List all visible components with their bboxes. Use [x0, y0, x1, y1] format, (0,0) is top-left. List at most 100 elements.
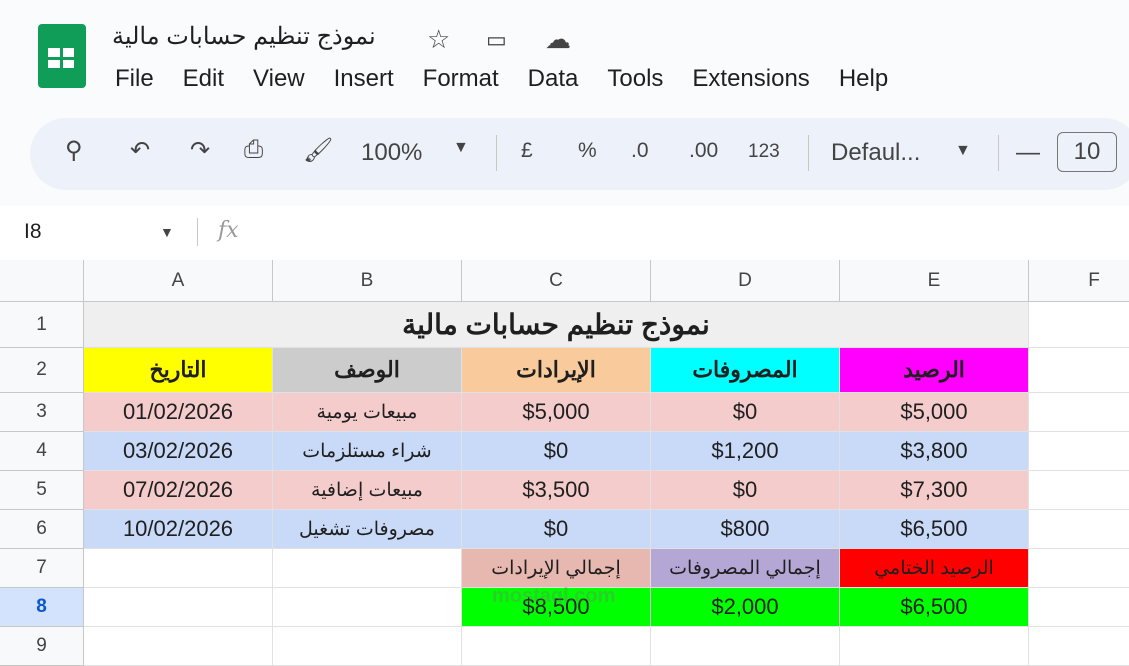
cell-C3[interactable]: $5,000: [462, 393, 651, 432]
font-dropdown-icon[interactable]: ▼: [955, 142, 971, 159]
cell-F5[interactable]: [1029, 471, 1129, 510]
cell-A4[interactable]: 03/02/2026: [84, 432, 273, 471]
cell-E6[interactable]: $6,500: [840, 510, 1029, 549]
increase-decimal-button[interactable]: .00: [689, 139, 719, 162]
sheet-title-cell[interactable]: نموذج تنظيم حسابات مالية: [84, 302, 1029, 348]
row-header-3[interactable]: 3: [0, 393, 84, 432]
row-header-9[interactable]: 9: [0, 627, 84, 666]
undo-icon[interactable]: ↶: [130, 137, 151, 164]
column-header-B[interactable]: B: [273, 260, 462, 302]
search-icon[interactable]: ⚲: [65, 137, 83, 164]
menu-format[interactable]: Format: [422, 65, 499, 92]
row-header-2[interactable]: 2: [0, 348, 84, 393]
cell-E7[interactable]: الرصيد الختامي: [840, 549, 1029, 588]
name-box-dropdown-icon[interactable]: ▼: [160, 224, 174, 240]
cell-F7[interactable]: [1029, 549, 1129, 588]
cell-A3[interactable]: 01/02/2026: [84, 393, 273, 432]
cell-A8[interactable]: [84, 588, 273, 627]
cell-C5[interactable]: $3,500: [462, 471, 651, 510]
menu-data[interactable]: Data: [527, 65, 579, 92]
cell-B5[interactable]: مبيعات إضافية: [273, 471, 462, 510]
formula-input[interactable]: [260, 214, 1120, 250]
column-header-E[interactable]: E: [840, 260, 1029, 302]
select-all-corner[interactable]: [0, 260, 84, 302]
zoom-dropdown-icon[interactable]: ▼: [453, 139, 469, 156]
cell-F6[interactable]: [1029, 510, 1129, 549]
row-header-4[interactable]: 4: [0, 432, 84, 471]
cell-F2[interactable]: [1029, 348, 1129, 393]
cell-D3[interactable]: $0: [651, 393, 840, 432]
font-select[interactable]: Defaul...: [831, 139, 921, 166]
cell-C8[interactable]: $8,500: [462, 588, 651, 627]
cell-E9[interactable]: [840, 627, 1029, 666]
currency-button[interactable]: £: [521, 139, 533, 162]
cell-C9[interactable]: [462, 627, 651, 666]
cell-D6[interactable]: $800: [651, 510, 840, 549]
cell-F3[interactable]: [1029, 393, 1129, 432]
cell-B6[interactable]: مصروفات تشغيل: [273, 510, 462, 549]
cell-D8[interactable]: $2,000: [651, 588, 840, 627]
cell-C4[interactable]: $0: [462, 432, 651, 471]
document-title[interactable]: نموذج تنظيم حسابات مالية: [112, 23, 376, 50]
cell-B7[interactable]: [273, 549, 462, 588]
cell-B3[interactable]: مبيعات يومية: [273, 393, 462, 432]
menu-view[interactable]: View: [253, 65, 305, 92]
redo-icon[interactable]: ↷: [190, 137, 211, 164]
cell-A6[interactable]: 10/02/2026: [84, 510, 273, 549]
cell-A9[interactable]: [84, 627, 273, 666]
row-header-6[interactable]: 6: [0, 510, 84, 549]
row-header-1[interactable]: 1: [0, 302, 84, 348]
cell-B9[interactable]: [273, 627, 462, 666]
move-folder-icon[interactable]: ▭: [486, 27, 507, 52]
menu-tools[interactable]: Tools: [607, 65, 664, 92]
cell-F1[interactable]: [1029, 302, 1129, 348]
star-icon[interactable]: ☆: [427, 24, 451, 54]
cell-D4[interactable]: $1,200: [651, 432, 840, 471]
number-format-button[interactable]: 123: [748, 141, 780, 162]
cell-E2[interactable]: الرصيد: [840, 348, 1029, 393]
cell-F9[interactable]: [1029, 627, 1129, 666]
paint-format-icon[interactable]: 🖌: [303, 137, 334, 164]
menu-extensions[interactable]: Extensions: [692, 65, 810, 92]
cell-F8[interactable]: [1029, 588, 1129, 627]
row-header-5[interactable]: 5: [0, 471, 84, 510]
cell-E5[interactable]: $7,300: [840, 471, 1029, 510]
decrease-decimal-button[interactable]: .0: [631, 139, 649, 162]
row-header-8[interactable]: 8: [0, 588, 84, 627]
row-header-7[interactable]: 7: [0, 549, 84, 588]
cell-D7[interactable]: إجمالي المصروفات: [651, 549, 840, 588]
cell-B4[interactable]: شراء مستلزمات: [273, 432, 462, 471]
cell-D5[interactable]: $0: [651, 471, 840, 510]
menu-file[interactable]: File: [115, 65, 154, 92]
percent-button[interactable]: %: [578, 139, 597, 162]
cell-F4[interactable]: [1029, 432, 1129, 471]
column-header-F[interactable]: F: [1029, 260, 1129, 302]
cell-C2[interactable]: الإيرادات: [462, 348, 651, 393]
cell-A7[interactable]: [84, 549, 273, 588]
cell-D2[interactable]: المصروفات: [651, 348, 840, 393]
sheets-logo[interactable]: [38, 24, 86, 88]
decrease-font-size-button[interactable]: —: [1016, 139, 1040, 166]
cell-C6[interactable]: $0: [462, 510, 651, 549]
cell-B2[interactable]: الوصف: [273, 348, 462, 393]
cell-A2[interactable]: التاريخ: [84, 348, 273, 393]
cell-E8[interactable]: $6,500: [840, 588, 1029, 627]
cell-C7[interactable]: إجمالي الإيرادات: [462, 549, 651, 588]
name-box[interactable]: I8: [24, 220, 42, 243]
column-header-C[interactable]: C: [462, 260, 651, 302]
cell-D9[interactable]: [651, 627, 840, 666]
column-header-D[interactable]: D: [651, 260, 840, 302]
font-size-input[interactable]: 10: [1057, 132, 1117, 172]
zoom-select[interactable]: 100%: [361, 139, 423, 166]
cell-B8[interactable]: [273, 588, 462, 627]
fx-icon: fx: [218, 218, 239, 243]
cloud-saved-icon[interactable]: ☁: [545, 24, 571, 54]
menu-edit[interactable]: Edit: [182, 65, 225, 92]
cell-E3[interactable]: $5,000: [840, 393, 1029, 432]
menu-insert[interactable]: Insert: [333, 65, 394, 92]
menu-help[interactable]: Help: [838, 65, 889, 92]
print-icon[interactable]: ⎙: [244, 136, 264, 163]
cell-E4[interactable]: $3,800: [840, 432, 1029, 471]
column-header-A[interactable]: A: [84, 260, 273, 302]
cell-A5[interactable]: 07/02/2026: [84, 471, 273, 510]
